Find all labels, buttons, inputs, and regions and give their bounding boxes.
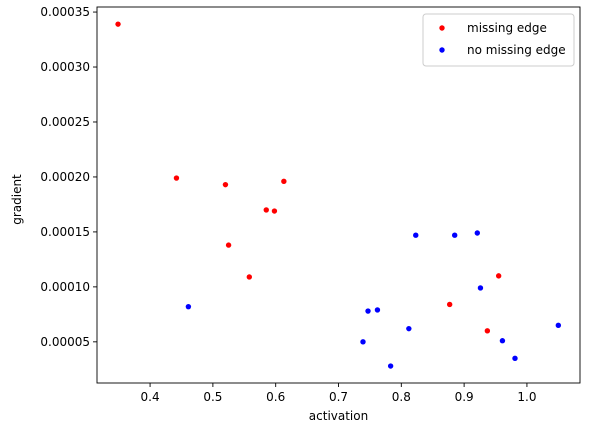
legend-box xyxy=(422,13,575,67)
x-tick-label: 0.8 xyxy=(392,390,411,404)
y-axis-ticks: 0.00005 0.00010 0.00015 0.00020 0.00025 0.000… xyxy=(40,5,97,349)
missing-edge-point xyxy=(281,178,287,185)
x-tick-label: 0.6 xyxy=(266,390,285,404)
no-missing-edge-point xyxy=(451,232,458,238)
y-axis-label: gradient xyxy=(10,174,24,225)
legend-marker xyxy=(439,25,445,31)
no-missing-edge-point xyxy=(406,325,412,332)
no-missing-edge-point xyxy=(477,285,484,291)
y-tick-label: 0.00030 xyxy=(40,60,90,74)
x-axis-ticks: 0.4 0.5 0.6 0.7 0.8 0.9 1.0 xyxy=(141,383,536,404)
missing-edge-point xyxy=(446,301,453,308)
y-tick-label: 0.00015 xyxy=(40,225,90,239)
missing-edge-point xyxy=(246,274,253,280)
no-missing-edge-point xyxy=(512,355,518,362)
no-missing-edge-point xyxy=(365,308,371,314)
no-missing-edge-point xyxy=(360,339,366,345)
missing-edge-point xyxy=(263,207,269,213)
x-tick-label: 0.4 xyxy=(141,390,160,404)
missing-edge-point xyxy=(271,208,278,214)
missing-edge-point xyxy=(225,242,232,248)
no-missing-edge-point xyxy=(387,363,394,369)
y-tick-label: 0.00010 xyxy=(40,280,90,294)
x-tick-label: 0.5 xyxy=(203,390,222,404)
x-tick-label: 1.0 xyxy=(517,390,536,404)
y-tick-label: 0.00005 xyxy=(40,335,90,349)
y-tick-label: 0.00025 xyxy=(40,115,90,129)
y-tick-label: 0.00020 xyxy=(40,170,90,184)
legend: missing edge no missing edge xyxy=(422,13,575,67)
data-points xyxy=(115,21,562,369)
no-missing-edge-point xyxy=(413,232,419,238)
x-axis-label: activation xyxy=(309,409,368,423)
legend-label: missing edge xyxy=(467,21,547,35)
legend-marker xyxy=(439,47,445,53)
missing-edge-point xyxy=(484,328,491,334)
no-missing-edge-point xyxy=(185,303,192,310)
missing-edge-point xyxy=(173,175,180,181)
x-tick-label: 0.7 xyxy=(329,390,348,404)
no-missing-edge-point xyxy=(499,338,506,344)
no-missing-edge-point xyxy=(374,307,381,313)
x-tick-label: 0.9 xyxy=(455,390,474,404)
no-missing-edge-point xyxy=(555,322,562,329)
missing-edge-point xyxy=(115,21,121,27)
missing-edge-point xyxy=(495,273,502,279)
no-missing-edge-point xyxy=(474,230,481,236)
legend-label: no missing edge xyxy=(467,43,566,57)
y-tick-label: 0.00035 xyxy=(40,5,90,19)
missing-edge-point xyxy=(222,181,229,188)
